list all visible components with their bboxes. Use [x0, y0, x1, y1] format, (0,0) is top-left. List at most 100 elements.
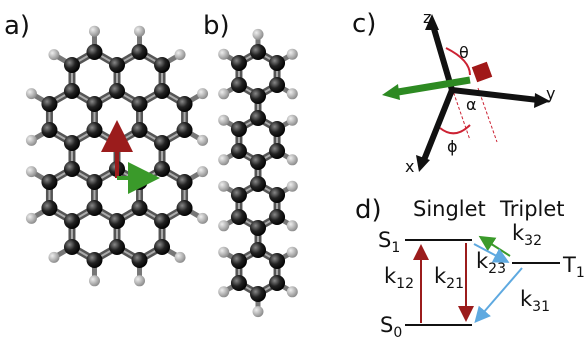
- carbon: [64, 57, 80, 73]
- angle-label: α: [466, 95, 477, 114]
- figure: a) b) c) d) z y x θ α ϕ Singlet Triplet: [0, 0, 584, 342]
- panel-label: d): [355, 195, 382, 225]
- hydrogen: [26, 135, 37, 146]
- carbon: [154, 135, 170, 151]
- hydrogen: [89, 275, 100, 286]
- molecules: [26, 26, 298, 317]
- hydrogen: [287, 220, 298, 231]
- rate-label: k32: [512, 221, 542, 249]
- carbon: [269, 143, 285, 159]
- hydrogen: [218, 88, 229, 99]
- carbon: [132, 44, 148, 60]
- carbon: [41, 122, 57, 138]
- hydrogen: [287, 49, 298, 60]
- carbon: [250, 154, 266, 170]
- carbon: [86, 122, 102, 138]
- hydrogen: [48, 252, 59, 263]
- carbon: [250, 110, 266, 126]
- carbon: [250, 242, 266, 258]
- hydrogen: [26, 88, 37, 99]
- panel-label: a): [4, 11, 30, 41]
- carbon: [269, 275, 285, 291]
- hydrogen: [287, 154, 298, 165]
- carbon: [64, 161, 80, 177]
- carbon: [86, 200, 102, 216]
- carbon: [269, 187, 285, 203]
- hydrogen: [48, 49, 59, 60]
- hydrogen: [218, 49, 229, 60]
- angle-label: θ: [459, 43, 469, 62]
- hydrogen: [197, 166, 208, 177]
- carbon: [64, 213, 80, 229]
- state-label: T1: [562, 253, 584, 281]
- carbon: [231, 77, 247, 93]
- carbon: [269, 121, 285, 137]
- axis-label: x: [405, 157, 414, 176]
- hydrogen: [218, 220, 229, 231]
- carbon: [250, 176, 266, 192]
- carbon: [132, 96, 148, 112]
- carbon: [64, 83, 80, 99]
- hydrogen: [175, 49, 186, 60]
- hydrogen: [287, 115, 298, 126]
- carbon: [177, 96, 193, 112]
- hydrogen: [218, 286, 229, 297]
- carbon: [269, 55, 285, 71]
- carbon: [86, 44, 102, 60]
- rate-label: k12: [384, 264, 414, 292]
- carbon: [109, 213, 125, 229]
- carbon: [250, 286, 266, 302]
- carbon: [86, 174, 102, 190]
- state-group: Singlet: [413, 197, 486, 221]
- carbon: [231, 209, 247, 225]
- carbon: [109, 239, 125, 255]
- carbon: [154, 239, 170, 255]
- carbon: [154, 213, 170, 229]
- rate-label: k21: [434, 264, 464, 292]
- hydrogen: [287, 286, 298, 297]
- carbon: [231, 187, 247, 203]
- hydrogen: [218, 154, 229, 165]
- carbon: [64, 135, 80, 151]
- carbon: [231, 55, 247, 71]
- hydrogen: [253, 306, 264, 317]
- hydrogen: [26, 213, 37, 224]
- carbon: [231, 143, 247, 159]
- hydrogen: [197, 213, 208, 224]
- hydrogen: [175, 252, 186, 263]
- hydrogen: [26, 166, 37, 177]
- carbon: [269, 77, 285, 93]
- carbon: [132, 200, 148, 216]
- carbon: [154, 83, 170, 99]
- carbon: [86, 96, 102, 112]
- panel-label: b): [203, 11, 230, 41]
- hydrogen: [218, 115, 229, 126]
- carbon: [231, 253, 247, 269]
- state-label: S0: [380, 313, 402, 341]
- carbon: [269, 209, 285, 225]
- carbon: [231, 275, 247, 291]
- hydrogen: [218, 247, 229, 258]
- carbon: [109, 57, 125, 73]
- carbon: [132, 252, 148, 268]
- state-group: Triplet: [499, 197, 565, 221]
- hydrogen: [134, 275, 145, 286]
- axis-label: y: [546, 84, 555, 103]
- carbon: [64, 239, 80, 255]
- angle-label: ϕ: [447, 137, 458, 156]
- carbon: [177, 174, 193, 190]
- hydrogen: [287, 247, 298, 258]
- carbon: [132, 122, 148, 138]
- carbon: [250, 44, 266, 60]
- hydrogen: [197, 135, 208, 146]
- carbon: [154, 57, 170, 73]
- hydrogen: [89, 26, 100, 37]
- state-label: S1: [378, 228, 400, 256]
- carbon: [41, 174, 57, 190]
- carbon: [109, 83, 125, 99]
- axis-label: z: [423, 8, 431, 27]
- carbon: [177, 122, 193, 138]
- hydrogen: [134, 26, 145, 37]
- hydrogen: [218, 181, 229, 192]
- carbon: [231, 121, 247, 137]
